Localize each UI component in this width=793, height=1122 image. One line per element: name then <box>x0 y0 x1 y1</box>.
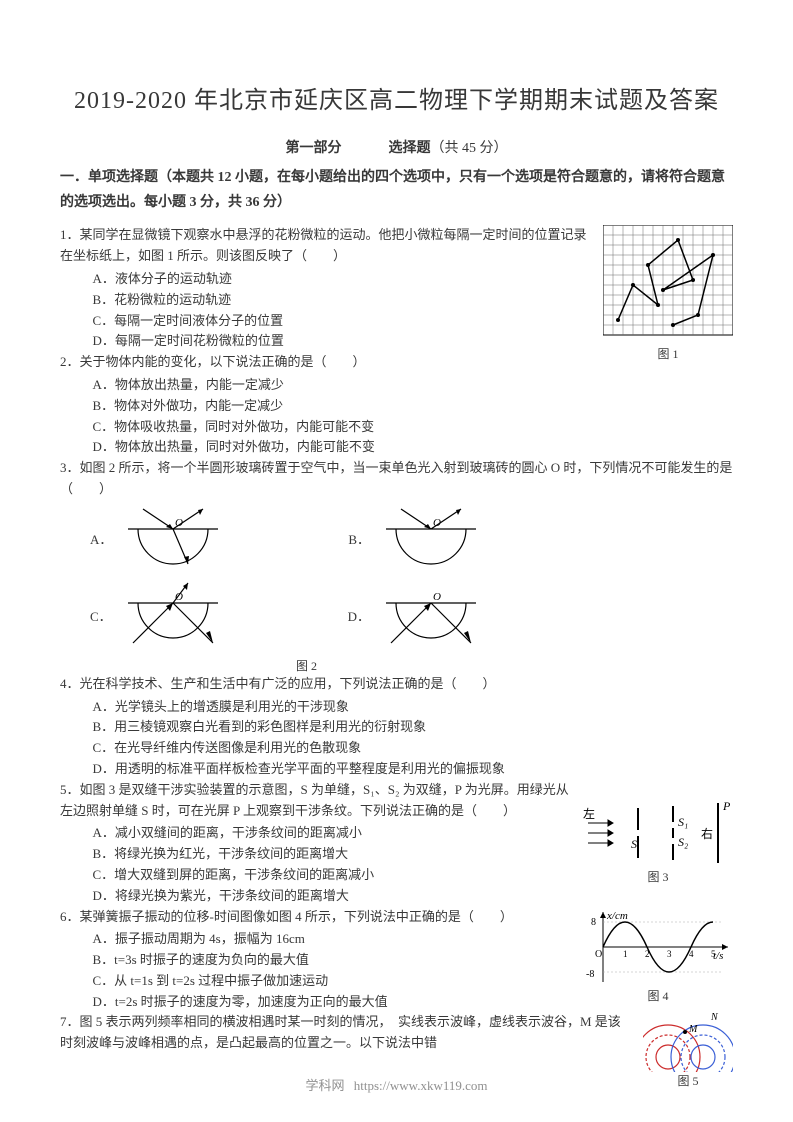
svg-text:3: 3 <box>667 949 672 959</box>
question-7: M N 图 5 7．图 5 表示两列频率相同的横波相遇时某一时刻的情况， 实线表… <box>60 1012 733 1054</box>
wave-interference-icon: M N <box>643 1002 733 1072</box>
q3-row-1: A． O B． O <box>90 504 733 574</box>
q2-option-b: B．物体对外做功，内能一定减少 <box>60 396 733 417</box>
q3-option-a-label: A． <box>90 529 112 548</box>
q2-stem: 2．关于物体内能的变化，以下说法正确的是（ ） <box>60 352 733 373</box>
footer: 学科网 https://www.xkw119.com <box>0 1075 793 1094</box>
question-5: 左 S S₁ S₂ P 右 图 3 5．如图 3 是双缝干涉实验装置的示意图，S… <box>60 780 733 907</box>
type-label: 选择题 <box>389 141 431 156</box>
fig3-s-label: S <box>631 837 637 851</box>
points-label: （共 45 分） <box>431 141 508 156</box>
figure-3: 左 S S₁ S₂ P 右 图 3 <box>583 798 733 885</box>
svg-text:O: O <box>433 517 441 529</box>
svg-text:O: O <box>433 591 441 603</box>
q3-stem: 3．如图 2 所示，将一个半圆形玻璃砖置于空气中，当一束单色光入射到玻璃砖的圆心… <box>60 458 733 500</box>
semicircle-ray-c-icon: O <box>118 578 228 653</box>
sine-wave-graph-icon: x/cm t/s 8 -8 O 12 345 <box>583 907 733 987</box>
svg-text:1: 1 <box>623 949 628 959</box>
semicircle-ray-d-icon: O <box>376 578 486 653</box>
question-4: 4．光在科学技术、生产和生活中有广泛的应用，下列说法正确的是（ ） A．光学镜头… <box>60 674 733 780</box>
exam-title: 2019-2020 年北京市延庆区高二物理下学期期末试题及答案 <box>60 80 733 115</box>
fig4-ybot: -8 <box>586 969 594 980</box>
fig3-s1-label: S₁ <box>678 815 688 829</box>
svg-text:O: O <box>175 517 183 529</box>
q3-option-c-label: C． <box>90 606 112 625</box>
figure-2-label: 图 2 <box>0 657 733 674</box>
q4-option-a: A．光学镜头上的增透膜是利用光的干涉现象 <box>60 697 733 718</box>
q4-stem: 4．光在科学技术、生产和生活中有广泛的应用，下列说法正确的是（ ） <box>60 674 733 695</box>
q2-option-c: C．物体吸收热量，同时对外做功，内能可能不变 <box>60 417 733 438</box>
semicircle-ray-a-icon: O <box>118 504 228 574</box>
q7-stem: 7．图 5 表示两列频率相同的横波相遇时某一时刻的情况， 实线表示波峰，虚线表示… <box>60 1012 733 1054</box>
q4-option-b: B．用三棱镜观察白光看到的彩色图样是利用光的衍射现象 <box>60 717 733 738</box>
question-6: x/cm t/s 8 -8 O 12 345 图 4 6．某弹簧振子振动的位移-… <box>60 907 733 1013</box>
question-3: 3．如图 2 所示，将一个半圆形玻璃砖置于空气中，当一束单色光入射到玻璃砖的圆心… <box>60 458 733 674</box>
double-slit-icon: 左 S S₁ S₂ P 右 <box>583 798 733 868</box>
svg-text:5: 5 <box>711 949 716 959</box>
q2-option-a: A．物体放出热量，内能一定减少 <box>60 375 733 396</box>
footer-url: https://www.xkw119.com <box>354 1078 488 1093</box>
fig3-right-label: 右 <box>701 826 713 841</box>
q2-option-d: D．物体放出热量，同时对外做功，内能可能不变 <box>60 437 733 458</box>
q3-row-2: C． O D． O <box>90 578 733 653</box>
q4-option-d: D．用透明的标准平面样板检查光学平面的平整程度是利用光的偏振现象 <box>60 759 733 780</box>
figure-4: x/cm t/s 8 -8 O 12 345 图 4 <box>583 907 733 1004</box>
instructions: 一．单项选择题（本题共 12 小题，在每小题给出的四个选项中，只有一个选项是符合… <box>60 165 733 215</box>
semicircle-ray-b-icon: O <box>376 504 486 574</box>
figure-3-label: 图 3 <box>583 868 733 885</box>
footer-brand: 学科网 <box>306 1078 345 1093</box>
page: 2019-2020 年北京市延庆区高二物理下学期期末试题及答案 第一部分 选择题… <box>0 0 793 1122</box>
q3-option-d-label: D． <box>348 606 370 625</box>
q4-option-c: C．在光导纤维内传送图像是利用光的色散现象 <box>60 738 733 759</box>
fig5-n-label: N <box>710 1012 719 1023</box>
figure-4-label: 图 4 <box>583 987 733 1004</box>
q5-option-d: D．将绿光换为紫光，干涉条纹间的距离增大 <box>60 886 733 907</box>
fig3-left-label: 左 <box>583 806 595 821</box>
fig4-ytop: 8 <box>591 917 596 928</box>
svg-text:O: O <box>595 949 602 960</box>
question-1: 图 1 1．某同学在显微镜下观察水中悬浮的花粉微粒的运动。他把小微粒每隔一定时间… <box>60 225 733 352</box>
fig3-p-label: P <box>722 799 731 813</box>
section-header: 第一部分 选择题（共 45 分） <box>60 137 733 157</box>
q3-option-b-label: B． <box>348 529 370 548</box>
brownian-motion-icon <box>603 225 733 345</box>
fig3-s2-label: S₂ <box>678 835 688 849</box>
fig5-m-label: M <box>688 1024 698 1035</box>
part-label: 第一部分 <box>286 141 342 156</box>
figure-1: 图 1 <box>603 225 733 362</box>
question-2: 2．关于物体内能的变化，以下说法正确的是（ ） A．物体放出热量，内能一定减少 … <box>60 352 733 458</box>
svg-text:O: O <box>175 591 183 603</box>
fig4-yaxis-label: x/cm <box>606 910 628 922</box>
